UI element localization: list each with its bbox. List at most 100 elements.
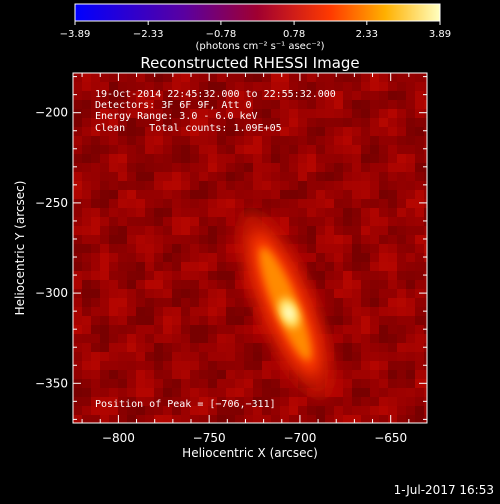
heatmap-cell [91,262,100,271]
heatmap-cell [181,100,190,109]
heatmap-cell [370,235,379,244]
heatmap-cell [145,415,154,423]
heatmap-cell [343,271,352,280]
heatmap-cell [280,217,289,226]
heatmap-cell [127,190,136,199]
heatmap-cell [127,316,136,325]
heatmap-cell [109,352,118,361]
heatmap-cell [334,415,343,423]
heatmap-cell [226,280,235,289]
heatmap-cell [352,298,361,307]
heatmap-cell [127,379,136,388]
heatmap-cell [415,343,424,352]
heatmap-cell [109,361,118,370]
heatmap-cell [343,415,352,423]
heatmap-cell [316,415,325,423]
heatmap-cell [217,190,226,199]
heatmap-cell [91,181,100,190]
heatmap-cell [172,100,181,109]
heatmap-cell [163,253,172,262]
heatmap-cell [325,307,334,316]
heatmap-cell [361,370,370,379]
heatmap-cell [190,163,199,172]
heatmap-cell [334,127,343,136]
heatmap-cell [424,298,427,307]
heatmap-cell [172,154,181,163]
heatmap-cell [244,199,253,208]
heatmap-cell [82,415,91,423]
heatmap-cell [109,280,118,289]
heatmap-cell [82,352,91,361]
heatmap-cell [82,100,91,109]
heatmap-cell [235,370,244,379]
heatmap-cell [109,388,118,397]
heatmap-cell [109,253,118,262]
heatmap-cell [136,163,145,172]
heatmap-cell [289,154,298,163]
heatmap-cell [307,91,316,100]
annotation-peak: Position of Peak = [−706,−311] [95,399,276,410]
heatmap-cell [370,73,379,82]
heatmap-cell [343,334,352,343]
heatmap-cell [388,118,397,127]
heatmap-cell [127,172,136,181]
heatmap-cell [397,298,406,307]
heatmap-cell [145,406,154,415]
heatmap-cell [118,118,127,127]
heatmap-cell [370,82,379,91]
heatmap-cell [226,73,235,82]
heatmap-cell [118,136,127,145]
heatmap-cell [82,154,91,163]
heatmap-cell [271,145,280,154]
heatmap-cell [271,415,280,423]
heatmap-cell [190,118,199,127]
heatmap-cell [334,172,343,181]
heatmap-cell [127,415,136,423]
heatmap-cell [127,397,136,406]
heatmap-cell [352,163,361,172]
heatmap-cell [118,262,127,271]
heatmap-cell [145,325,154,334]
heatmap-cell [424,262,427,271]
heatmap-cell [100,379,109,388]
heatmap-cell [343,379,352,388]
heatmap-cell [154,352,163,361]
heatmap-cell [163,190,172,199]
heatmap-cell [379,190,388,199]
heatmap-cell [118,289,127,298]
heatmap-cell [73,181,82,190]
heatmap-cell [73,262,82,271]
heatmap-cell [127,208,136,217]
heatmap-cell [280,163,289,172]
heatmap-cell [127,334,136,343]
heatmap-cell [343,280,352,289]
heatmap-cell [226,271,235,280]
heatmap-cell [424,73,427,82]
heatmap-cell [136,289,145,298]
heatmap-cell [226,415,235,423]
heatmap-cell [109,334,118,343]
heatmap-cell [118,172,127,181]
heatmap-cell [334,352,343,361]
heatmap-cell [253,406,262,415]
heatmap-cell [406,262,415,271]
heatmap-cell [163,100,172,109]
heatmap-cell [415,271,424,280]
heatmap-cell [406,82,415,91]
heatmap-cell [334,325,343,334]
heatmap-cell [226,316,235,325]
heatmap-cell [262,388,271,397]
heatmap-cell [388,325,397,334]
heatmap-cell [406,406,415,415]
heatmap-cell [343,172,352,181]
heatmap-cell [91,271,100,280]
heatmap-cell [406,235,415,244]
heatmap-cell [361,271,370,280]
heatmap-cell [82,163,91,172]
heatmap-cell [235,217,244,226]
heatmap-cell [136,181,145,190]
heatmap-cell [199,244,208,253]
heatmap-cell [316,136,325,145]
heatmap-cell [271,172,280,181]
heatmap-cell [91,343,100,352]
